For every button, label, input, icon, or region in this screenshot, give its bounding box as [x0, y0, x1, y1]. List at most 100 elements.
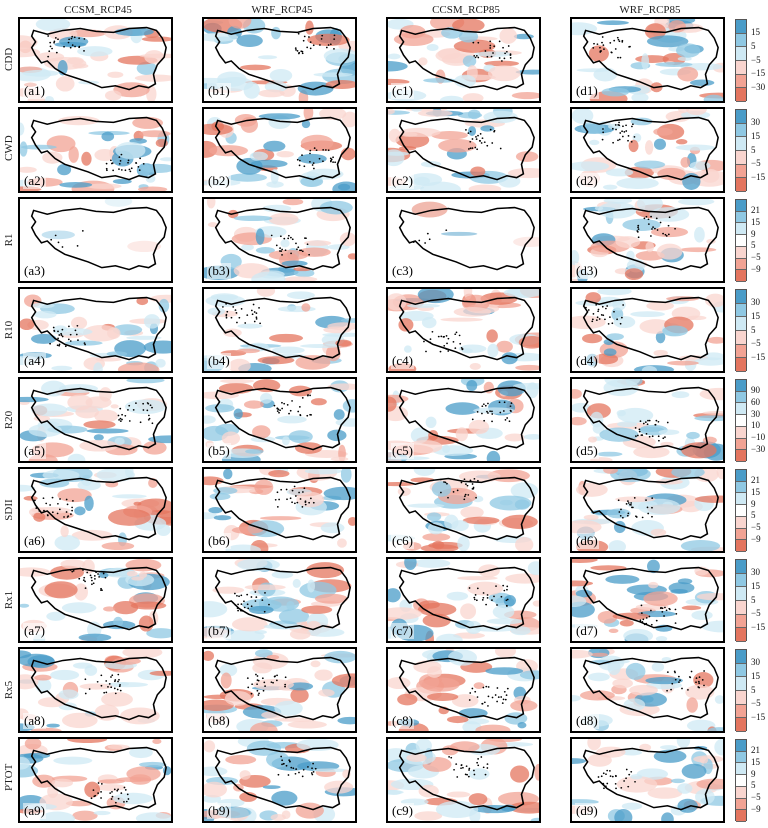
- field-blob: [112, 792, 153, 805]
- field-blob: [106, 351, 128, 357]
- map-panel: (c6): [386, 467, 541, 553]
- field-blob: [451, 520, 469, 532]
- colorbar-tick: −15: [751, 711, 766, 722]
- panel-label: (b8): [207, 713, 231, 729]
- significance-dot: [506, 585, 509, 588]
- significance-dot: [306, 414, 309, 417]
- field-blob: [668, 20, 686, 33]
- significance-dot: [290, 766, 293, 769]
- significance-dot: [225, 316, 228, 319]
- significance-dot: [429, 338, 432, 341]
- significance-dot: [45, 502, 48, 505]
- significance-dot: [56, 344, 59, 347]
- field-blob: [340, 469, 352, 483]
- significance-dot: [268, 603, 270, 606]
- field-blob: [46, 611, 66, 621]
- significance-dot: [473, 596, 476, 599]
- field-blob: [427, 666, 442, 678]
- significance-dot: [495, 585, 497, 587]
- significance-dot: [646, 506, 649, 509]
- plateau-outline: [214, 746, 351, 811]
- significance-dot: [509, 409, 512, 412]
- significance-dot: [324, 149, 327, 151]
- significance-dot: [471, 487, 474, 490]
- significance-dot: [78, 37, 81, 40]
- map-field: [20, 379, 171, 461]
- field-blob: [248, 605, 274, 615]
- field-blob: [462, 93, 484, 101]
- significance-dot: [506, 687, 509, 690]
- field-blob: [694, 357, 723, 366]
- field-blob: [607, 660, 621, 676]
- significance-dot: [289, 497, 292, 500]
- significance-dot: [283, 402, 286, 405]
- significance-dot: [455, 763, 458, 765]
- field-blob: [462, 55, 477, 67]
- significance-dot: [487, 695, 490, 698]
- significance-dot: [491, 696, 494, 699]
- significance-dot: [119, 420, 122, 423]
- significance-dot: [125, 800, 128, 803]
- field-blob: [440, 317, 483, 322]
- field-blob: [126, 335, 162, 340]
- map-field: [204, 469, 355, 551]
- significance-dot: [666, 421, 669, 424]
- significance-dot: [655, 619, 658, 622]
- field-blob: [73, 583, 88, 601]
- significance-dot: [88, 688, 91, 690]
- significance-dot: [311, 767, 313, 770]
- field-blob: [240, 64, 272, 71]
- colorbar-tick: 5: [751, 144, 756, 155]
- significance-dot: [118, 685, 121, 688]
- column-header-2: WRF_RCP45: [251, 4, 313, 16]
- significance-dot: [300, 249, 303, 252]
- significance-dot: [501, 60, 503, 62]
- field-blob: [610, 469, 651, 483]
- field-blob: [676, 43, 701, 58]
- field-blob: [59, 182, 93, 188]
- significance-dot: [142, 162, 145, 165]
- field-blob: [231, 617, 268, 632]
- field-blob: [204, 781, 227, 798]
- significance-dot: [703, 670, 705, 672]
- significance-dot: [632, 506, 634, 509]
- significance-dot: [102, 572, 105, 575]
- colorbar-cwd: [735, 109, 747, 192]
- significance-dot: [652, 226, 654, 228]
- significance-dot: [592, 47, 595, 49]
- field-blob: [511, 92, 539, 100]
- field-blob: [587, 739, 601, 751]
- significance-dot: [109, 792, 112, 794]
- colorbar-segment: [736, 246, 746, 259]
- colorbar-tick: −5: [751, 158, 761, 169]
- field-blob: [675, 144, 716, 151]
- significance-dot: [639, 420, 642, 423]
- field-blob: [590, 652, 608, 657]
- field-blob: [233, 215, 273, 222]
- field-blob: [647, 559, 660, 574]
- field-blob: [572, 649, 593, 659]
- field-blob: [645, 241, 655, 253]
- significance-dot: [63, 516, 65, 518]
- colorbar-segment: [736, 47, 746, 61]
- significance-dot: [69, 333, 72, 336]
- field-blob: [614, 808, 633, 821]
- field-blob: [60, 559, 86, 569]
- significance-dot: [636, 231, 639, 233]
- map-panel: (d2): [570, 107, 725, 193]
- significance-dot: [301, 775, 304, 778]
- field-blob: [572, 109, 594, 124]
- significance-dot: [621, 316, 623, 319]
- significance-dot: [309, 47, 312, 50]
- field-blob: [319, 200, 353, 215]
- field-blob: [81, 151, 92, 166]
- significance-dot: [255, 316, 258, 319]
- significance-dot: [298, 771, 300, 774]
- significance-dot: [509, 54, 512, 56]
- significance-dot: [308, 36, 310, 38]
- field-blob: [645, 676, 683, 685]
- significance-dot: [240, 603, 243, 605]
- colorbar-tick: −9: [751, 263, 761, 274]
- field-blob: [680, 540, 721, 551]
- significance-dot: [53, 41, 55, 44]
